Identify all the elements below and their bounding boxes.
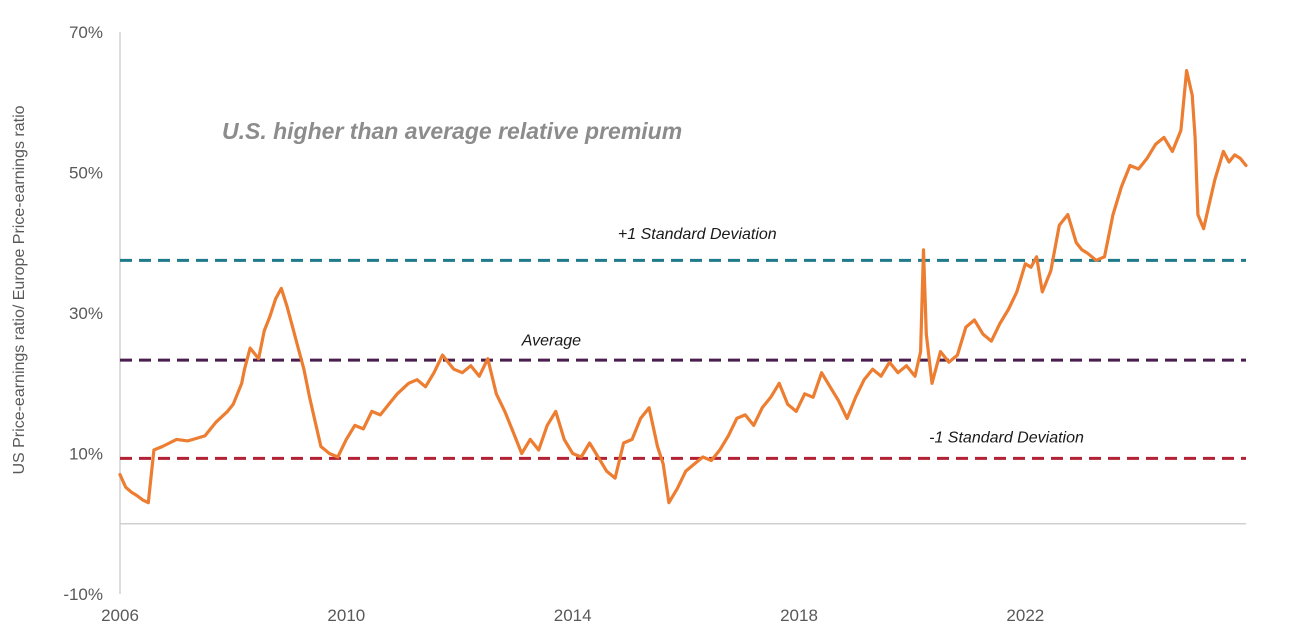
reference-line-label-1: Average xyxy=(521,332,581,349)
y-tick-label: 50% xyxy=(69,164,103,183)
y-tick-label: 70% xyxy=(69,23,103,42)
y-tick-label: 30% xyxy=(69,304,103,323)
reference-lines: +1 Standard Deviation Average -1 Standard … xyxy=(120,226,1246,460)
series-line-relative-premium xyxy=(118,68,1248,505)
reference-line-label-0: +1 Standard Deviation xyxy=(618,226,777,243)
y-axis-label: US Price-earnings ratio/ Europe Price-ea… xyxy=(11,105,28,474)
y-tick-label: 10% xyxy=(69,445,103,464)
x-tick-label: 2022 xyxy=(1006,606,1044,625)
x-tick-label: 2010 xyxy=(327,606,365,625)
x-tick-labels: 2006 2010 2014 2018 2022 xyxy=(101,606,1044,625)
y-tick-labels: -10% 10% 30% 50% 70% xyxy=(63,23,103,604)
y-tick-label: -10% xyxy=(63,585,103,604)
x-tick-label: 2014 xyxy=(554,606,592,625)
reference-line-label-2: -1 Standard Deviation xyxy=(929,429,1084,446)
x-tick-label: 2006 xyxy=(101,606,139,625)
chart-annotation: U.S. higher than average relative premiu… xyxy=(222,118,682,144)
x-tick-label: 2018 xyxy=(780,606,818,625)
